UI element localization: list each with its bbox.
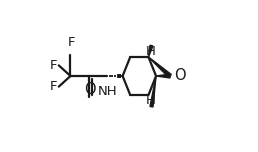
Polygon shape [150, 76, 156, 107]
Text: O: O [175, 68, 186, 83]
Text: H: H [146, 45, 156, 58]
Text: F: F [68, 36, 75, 49]
Text: O: O [84, 81, 96, 97]
Text: F: F [50, 59, 57, 72]
Polygon shape [148, 57, 171, 78]
Polygon shape [156, 74, 170, 78]
Polygon shape [148, 45, 153, 57]
Text: F: F [50, 80, 57, 93]
Text: NH: NH [98, 85, 118, 98]
Text: H: H [146, 94, 156, 107]
